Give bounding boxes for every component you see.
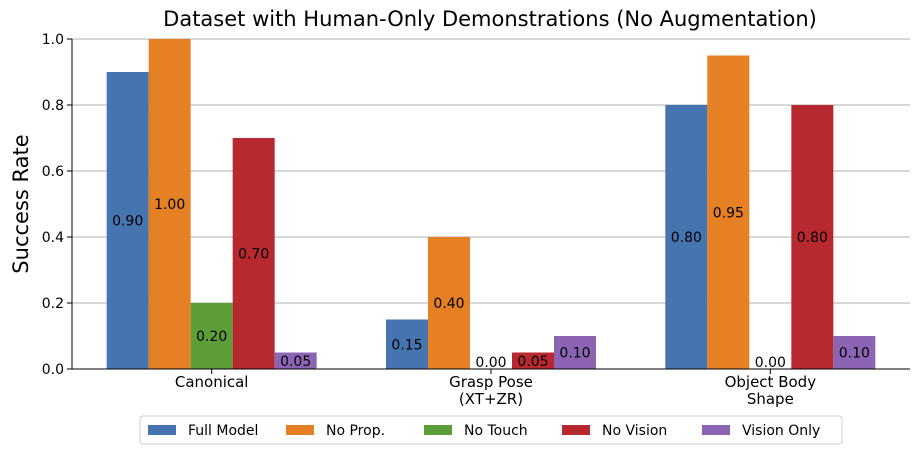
legend-label: Full Model <box>188 423 258 439</box>
y-tick-label: 0.8 <box>42 98 64 114</box>
x-tick-labels: Canonical Grasp Pose (XT+ZR) Object Body Sha… <box>175 369 816 408</box>
x-tick-label: Grasp Pose (XT+ZR) <box>449 373 533 408</box>
data-label: 0.10 <box>839 346 870 362</box>
chart-title: Dataset with Human-Only Demonstrations (… <box>163 7 817 31</box>
x-tick-label: Canonical <box>175 373 249 391</box>
y-tick-label: 0.0 <box>42 362 64 378</box>
x-tick-label-line: Canonical <box>175 373 249 391</box>
legend-box <box>139 415 843 445</box>
y-tick-label: 0.4 <box>42 230 64 246</box>
y-axis-label: Success Rate <box>9 134 33 273</box>
data-label: 0.90 <box>112 214 143 230</box>
bars <box>106 39 876 369</box>
y-tick-label: 0.6 <box>42 164 64 180</box>
data-label: 0.05 <box>517 354 548 370</box>
bar <box>274 352 317 369</box>
y-tick-label: 0.2 <box>42 296 64 312</box>
bar <box>190 303 233 369</box>
legend-label: No Vision <box>602 423 667 439</box>
x-tick-label-line: Grasp Pose <box>449 373 533 391</box>
data-label: 0.95 <box>713 205 744 221</box>
x-tick-label-line: Shape <box>747 390 794 408</box>
data-label: 0.40 <box>433 296 464 312</box>
legend: Full Model No Prop. No Touch No Vision Visio… <box>139 415 843 445</box>
data-label: 0.05 <box>280 354 311 370</box>
data-label: 0.15 <box>391 337 422 353</box>
legend-swatch <box>702 425 730 435</box>
data-label: 1.00 <box>154 197 185 213</box>
bar <box>512 352 554 369</box>
data-label: 0.80 <box>671 230 702 246</box>
data-label: 0.10 <box>559 346 590 362</box>
y-ticks: 0.0 0.2 0.4 0.6 0.8 1.0 <box>42 32 72 378</box>
bar <box>428 237 470 369</box>
x-tick-label: Object Body Shape <box>725 373 817 408</box>
bar <box>106 72 149 369</box>
x-tick-label-line: Object Body <box>725 373 817 391</box>
x-tick-label-line: (XT+ZR) <box>459 390 523 408</box>
legend-label: Vision Only <box>742 423 820 439</box>
data-label: 0.70 <box>238 247 269 263</box>
data-label: 0.80 <box>797 230 828 246</box>
data-labels: 0.90 1.00 0.20 0.70 0.05 0.15 0.40 0.00 0.05 0.10… <box>112 197 870 371</box>
legend-swatch <box>286 425 314 435</box>
legend-label: No Touch <box>464 423 528 439</box>
bar <box>386 319 428 369</box>
bar <box>665 105 708 369</box>
legend-swatch <box>562 425 590 435</box>
bar <box>791 105 834 369</box>
bar <box>148 39 191 369</box>
legend-swatch <box>424 425 452 435</box>
bar <box>707 55 750 369</box>
bar <box>232 138 275 369</box>
bar <box>554 336 596 369</box>
legend-label: No Prop. <box>326 423 385 439</box>
gridlines <box>72 38 910 304</box>
data-label: 0.00 <box>755 355 786 371</box>
legend-swatch <box>148 425 176 435</box>
y-tick-label: 1.0 <box>42 32 64 48</box>
data-label: 0.00 <box>475 355 506 371</box>
bar <box>833 336 876 369</box>
data-label: 0.20 <box>196 329 227 345</box>
